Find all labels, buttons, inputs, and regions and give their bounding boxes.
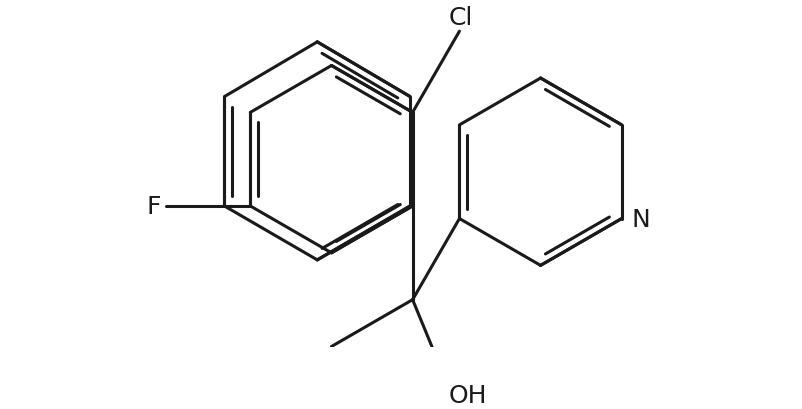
Text: Cl: Cl [449, 6, 473, 29]
Text: F: F [147, 195, 161, 218]
Text: OH: OH [448, 384, 487, 407]
Text: N: N [632, 207, 650, 231]
